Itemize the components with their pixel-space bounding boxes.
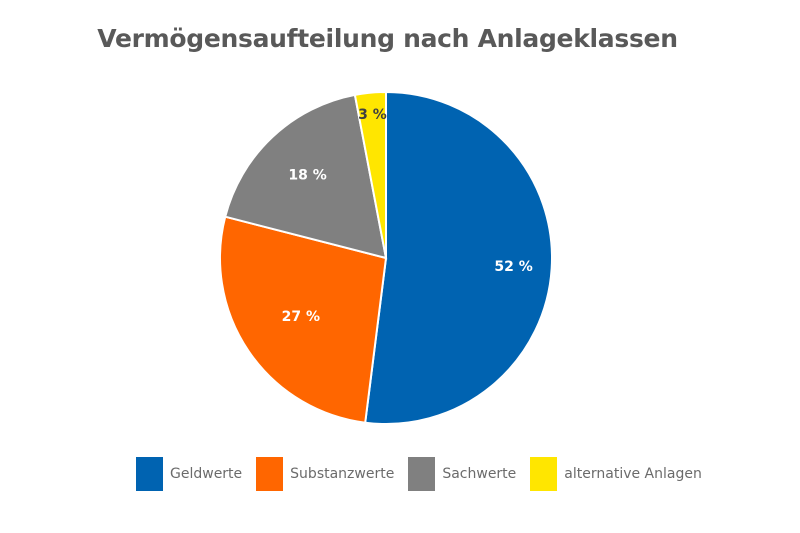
chart-title: Vermögensaufteilung nach Anlageklassen <box>97 24 678 53</box>
data-label: 3 % <box>358 107 387 123</box>
data-label: 27 % <box>282 309 320 325</box>
legend-swatch <box>408 457 436 491</box>
legend-swatch <box>256 457 284 491</box>
legend-swatch <box>136 457 163 491</box>
pie-slice-substanzwerte <box>219 215 388 424</box>
legend-swatch <box>530 457 558 491</box>
legend: Geldwerte Substanzwerte Sachwerte altern… <box>136 457 716 491</box>
legend-label: alternative Anlagen <box>564 466 702 482</box>
legend-label: Geldwerte <box>170 466 243 482</box>
data-label: 52 % <box>494 259 532 275</box>
legend-label: Sachwerte <box>442 466 517 482</box>
legend-label: Substanzwerte <box>290 466 395 482</box>
legend-item-alternative-anlagen: alternative Anlagen <box>530 457 702 491</box>
pie-slice-alternative-anlagen <box>353 90 387 259</box>
legend-item-substanzwerte: Substanzwerte <box>256 457 394 491</box>
pie-slice-geldwerte <box>364 90 553 425</box>
data-label: 18 % <box>288 168 326 184</box>
legend-item-sachwerte: Sachwerte <box>408 457 516 491</box>
legend-item-geldwerte: Geldwerte <box>136 457 242 491</box>
pie-slice-sachwerte <box>223 93 388 260</box>
